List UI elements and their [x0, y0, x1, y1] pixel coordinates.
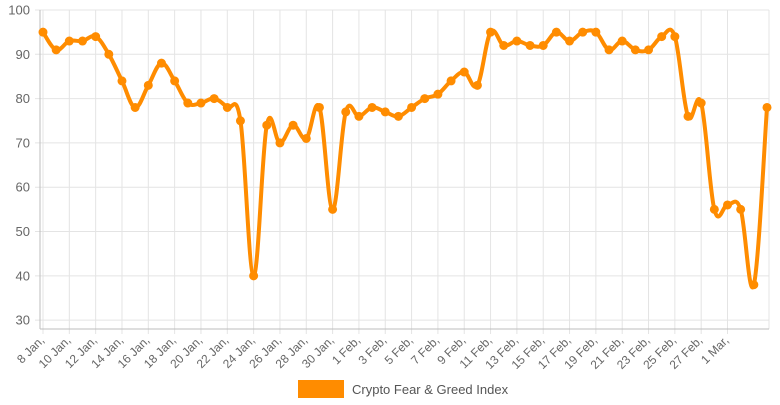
data-point	[762, 102, 772, 112]
y-tick-label: 50	[16, 224, 30, 239]
data-point	[183, 98, 193, 108]
data-point	[670, 32, 680, 42]
data-point	[551, 27, 561, 37]
data-point	[525, 40, 535, 50]
x-tick-label: 7 Feb,	[408, 333, 442, 367]
data-point	[683, 111, 693, 121]
data-point	[104, 49, 114, 59]
y-tick-label: 60	[16, 180, 30, 195]
data-point	[314, 102, 324, 112]
data-point	[91, 32, 101, 42]
data-point	[433, 89, 443, 99]
data-point	[288, 120, 298, 130]
data-point	[591, 27, 601, 37]
x-tick-label: 3 Feb,	[355, 333, 389, 367]
x-axis: 8 Jan,10 Jan,12 Jan,14 Jan,16 Jan,18 Jan…	[14, 328, 769, 372]
legend-label[interactable]: Crypto Fear & Greed Index	[352, 382, 509, 397]
data-point	[446, 76, 456, 86]
x-tick-label: 1 Feb,	[329, 333, 363, 367]
data-point	[262, 120, 272, 130]
data-point	[209, 94, 219, 104]
data-point	[709, 204, 719, 214]
data-point	[328, 204, 338, 214]
data-point	[38, 27, 48, 37]
data-point	[749, 280, 759, 290]
data-point	[644, 45, 654, 55]
data-point	[512, 36, 522, 46]
x-tick-label: 1 Mar,	[698, 333, 731, 366]
data-point	[341, 107, 351, 117]
legend[interactable]: Crypto Fear & Greed Index	[298, 380, 509, 398]
data-point	[393, 111, 403, 121]
data-point	[486, 27, 496, 37]
data-point	[275, 138, 285, 148]
data-point	[420, 94, 430, 104]
data-point	[354, 111, 364, 121]
data-point	[51, 45, 61, 55]
data-point	[196, 98, 206, 108]
data-point	[499, 40, 509, 50]
y-axis: 30 40 50 60 70 80 90 100	[8, 3, 41, 329]
grid-lines	[35, 9, 770, 334]
y-tick-label: 90	[16, 47, 30, 62]
y-tick-label: 80	[16, 91, 30, 106]
data-point	[170, 76, 180, 86]
data-point	[736, 204, 746, 214]
series-line	[41, 27, 769, 290]
legend-swatch[interactable]	[298, 380, 344, 398]
data-point	[64, 36, 74, 46]
data-point	[367, 102, 377, 112]
data-point	[565, 36, 575, 46]
data-point	[235, 116, 245, 126]
series-crypto-fear-greed	[38, 27, 772, 290]
data-point	[130, 102, 140, 112]
data-point	[222, 102, 232, 112]
y-tick-label: 70	[16, 135, 30, 150]
data-point	[696, 98, 706, 108]
data-point	[301, 133, 311, 143]
y-tick-label: 40	[16, 268, 30, 283]
data-point	[630, 45, 640, 55]
data-point	[249, 271, 259, 281]
data-point	[604, 45, 614, 55]
data-point	[156, 58, 166, 68]
data-point	[77, 36, 87, 46]
data-point	[407, 102, 417, 112]
data-point	[538, 40, 548, 50]
data-point	[380, 107, 390, 117]
data-point	[143, 80, 153, 90]
data-point	[723, 200, 733, 210]
x-tick-label: 5 Feb,	[382, 333, 416, 367]
data-point	[578, 27, 588, 37]
y-tick-label: 100	[8, 3, 30, 18]
data-point	[472, 80, 482, 90]
data-point	[657, 32, 667, 42]
data-point	[459, 67, 469, 77]
data-point	[617, 36, 627, 46]
data-point	[117, 76, 127, 86]
y-tick-label: 30	[16, 313, 30, 328]
